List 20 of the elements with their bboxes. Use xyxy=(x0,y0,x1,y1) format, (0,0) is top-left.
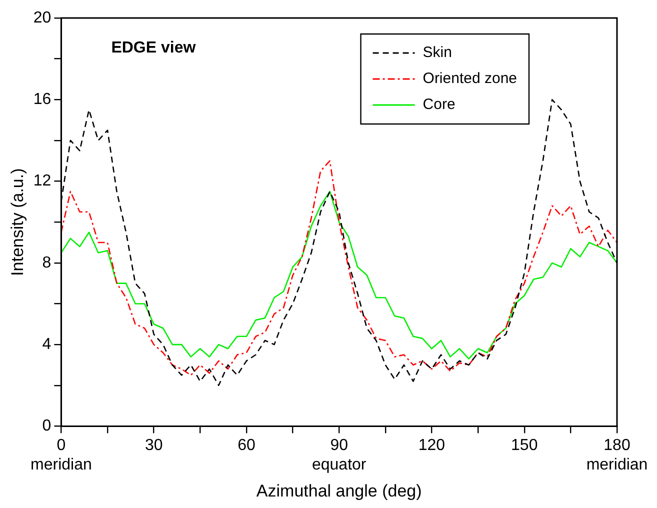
y-tick-label: 16 xyxy=(33,91,52,108)
legend-label: Skin xyxy=(422,44,452,62)
y-tick-label: 12 xyxy=(33,172,52,190)
x-tick-label: 30 xyxy=(144,437,163,454)
line-series xyxy=(61,160,617,376)
y-tick-label: 0 xyxy=(42,418,52,435)
x-axis-title: Azimuthal angle (deg) xyxy=(256,481,422,500)
x-tick-label: 180 meridian xyxy=(586,437,648,474)
y-tick-label: 20 xyxy=(33,9,52,26)
x-tick-label: 150 xyxy=(511,437,538,454)
x-tick-label: 0 meridian xyxy=(30,437,92,474)
y-axis-title: Intensity (a.u.) xyxy=(8,168,27,276)
x-tick-label: 90 equator xyxy=(312,437,367,474)
y-tick-label: 8 xyxy=(42,254,52,272)
y-tick-label: 4 xyxy=(42,336,52,353)
legend-label: Core xyxy=(422,96,456,114)
x-tick-label: 120 xyxy=(418,437,446,454)
legend-label: Oriented zone xyxy=(422,70,518,88)
annotation: EDGE view xyxy=(111,39,196,56)
x-tick-label: 60 xyxy=(238,437,256,454)
